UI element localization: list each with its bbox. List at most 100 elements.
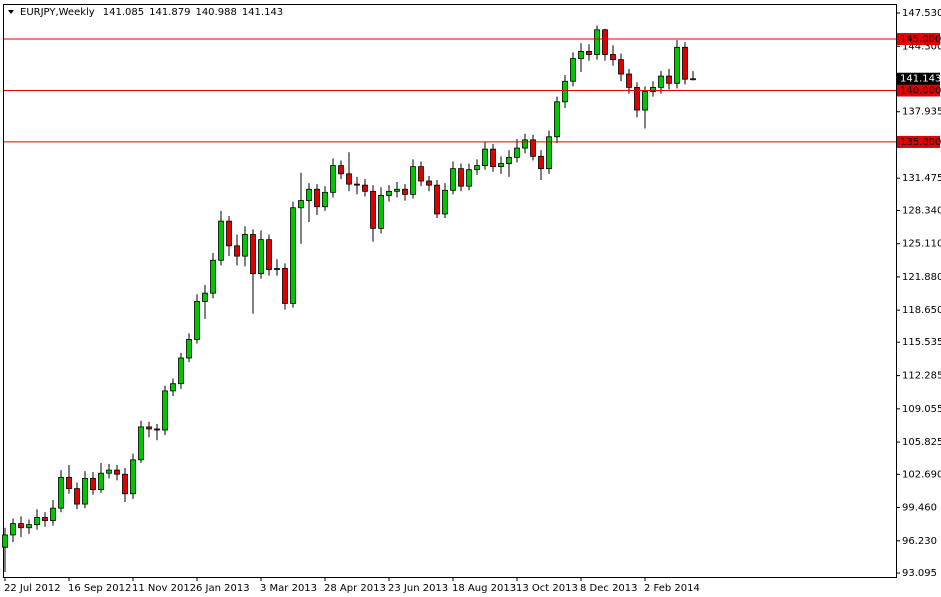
y-tick-label: 105.825 [902, 437, 941, 448]
candle-body [346, 173, 352, 185]
candle-body [594, 29, 600, 55]
candle-body [186, 339, 192, 359]
candle-body [82, 477, 88, 505]
x-tick-label: 8 Dec 2013 [580, 583, 638, 594]
candle-body [490, 148, 496, 168]
candle-body [306, 188, 312, 201]
candle-body [322, 191, 328, 208]
candle-body [34, 517, 40, 526]
candle-body [586, 50, 592, 55]
candle-body [450, 168, 456, 191]
candle-body [546, 136, 552, 170]
candle-body [58, 476, 64, 509]
chart-title: EURJPY,Weekly [20, 7, 95, 18]
candle-body [234, 245, 240, 257]
y-tick-label: 147.530 [902, 8, 941, 19]
candle-body [370, 190, 376, 229]
candle-body [626, 73, 632, 88]
candle-body [122, 473, 128, 495]
candle-body [154, 428, 160, 431]
candle-body [98, 472, 104, 491]
candle-body [250, 234, 256, 275]
candle-body [266, 239, 272, 270]
candle-body [650, 87, 656, 92]
candle-body [386, 190, 392, 196]
candle-body [618, 59, 624, 75]
candle-body [522, 139, 528, 149]
x-tick-label: 3 Mar 2013 [260, 583, 317, 594]
plot-frame [3, 4, 897, 578]
x-tick-label: 2 Feb 2014 [644, 583, 700, 594]
candle-body [42, 517, 48, 521]
candle-body [114, 469, 120, 475]
candle-body [106, 469, 112, 474]
candle-body [442, 189, 448, 215]
candle-body [18, 523, 24, 529]
candle-body [674, 46, 680, 84]
y-tick-label: 125.110 [902, 239, 941, 250]
candle-body [466, 169, 472, 187]
level-label-box [897, 135, 940, 148]
candle-body [10, 523, 16, 536]
candle-body [562, 80, 568, 103]
candle-body [474, 165, 480, 171]
y-tick-label: 121.880 [902, 272, 941, 283]
y-tick-label: 99.460 [902, 503, 937, 514]
candle-body [506, 156, 512, 164]
candle-body [162, 390, 168, 431]
candle-body [498, 163, 504, 168]
candle-body [90, 477, 96, 491]
candle-body [210, 259, 216, 294]
x-tick-label: 11 Nov 2012 [132, 583, 196, 594]
candle-body [634, 87, 640, 111]
y-tick-label: 144.300 [902, 41, 941, 52]
candle-body [602, 29, 608, 55]
y-tick-label: 137.935 [902, 107, 941, 118]
candle-body [666, 75, 672, 84]
y-tick-label: 131.475 [902, 173, 941, 184]
x-tick-label: 28 Apr 2013 [324, 583, 386, 594]
candle-body [554, 101, 560, 138]
y-tick-label: 128.340 [902, 205, 941, 216]
candle-body [690, 78, 696, 81]
candle-body [338, 165, 344, 175]
candle-body [50, 507, 56, 521]
x-tick-label: 22 Jul 2012 [4, 583, 61, 594]
candle-body [402, 188, 408, 195]
candle-body [130, 459, 136, 495]
candle-body [610, 54, 616, 61]
candle-body [330, 165, 336, 193]
candle-body [362, 184, 368, 192]
y-tick-label: 93.095 [902, 568, 937, 579]
candle-body [410, 166, 416, 195]
candle-body [138, 426, 144, 461]
candle-body [258, 239, 264, 275]
candle-body [314, 188, 320, 208]
menu-arrow [8, 10, 14, 14]
candle-body [570, 58, 576, 82]
candle-body [538, 155, 544, 170]
candle-body [282, 268, 288, 304]
x-tick-label: 18 Aug 2013 [452, 583, 516, 594]
candle-body [434, 184, 440, 215]
candle-body [178, 357, 184, 385]
candle-body [426, 180, 432, 186]
candle-body [578, 50, 584, 59]
candle-body [482, 148, 488, 166]
y-tick-label: 109.055 [902, 404, 941, 415]
price-label: 141.143 [900, 74, 941, 85]
x-tick-label: 6 Jan 2013 [196, 583, 250, 594]
level-label-box [897, 33, 940, 46]
candle-body [290, 207, 296, 304]
candle-body [66, 476, 72, 490]
candle-body [202, 292, 208, 302]
y-tick-label: 102.690 [902, 469, 941, 480]
level-label: 135.000 [900, 137, 941, 148]
candle-body [26, 524, 32, 529]
level-label: 145.000 [900, 34, 941, 45]
candle-body [394, 188, 400, 192]
candle-body [642, 91, 648, 111]
header-open: 141.085 [103, 7, 144, 18]
